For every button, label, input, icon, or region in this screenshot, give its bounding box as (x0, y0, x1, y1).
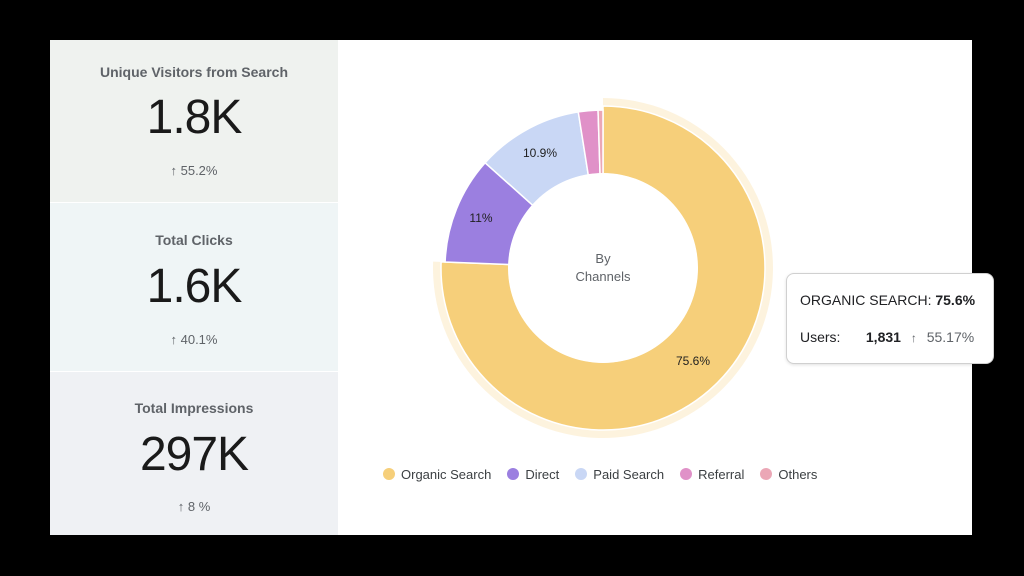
kpi-title: Total Impressions (134, 400, 254, 416)
tooltip-share: 75.6% (935, 292, 976, 308)
kpi-title: Total Clicks (155, 232, 233, 248)
dashboard-card: Unique Visitors from Search 1.8K ↑ 55.2%… (50, 40, 994, 535)
kpi-value: 1.8K (146, 91, 243, 144)
legend-label: Paid Search (593, 466, 665, 482)
legend-label: Organic Search (401, 466, 492, 482)
center-label-line2: Channels (576, 269, 631, 284)
channels-donut-chart: By Channels 75.6% 11% 10.9% ORGANIC SEAR… (338, 40, 994, 535)
legend-item-others[interactable]: Others (760, 467, 817, 482)
legend-label: Referral (698, 466, 745, 482)
tooltip-users-delta: 55.17% (926, 329, 975, 345)
legend-dot-icon (575, 468, 588, 480)
legend-item-direct[interactable]: Direct (507, 467, 559, 482)
label-direct: 11% (469, 211, 492, 225)
legend-label: Direct (525, 466, 560, 482)
donut-hole (508, 173, 698, 363)
kpi-value: 297K (139, 428, 249, 481)
legend-item-referral[interactable]: Referral (680, 467, 744, 482)
tooltip-users-value: 1,831 (865, 329, 901, 345)
tooltip-series: ORGANIC SEARCH: (800, 292, 932, 308)
kpi-title: Unique Visitors from Search (99, 64, 288, 80)
legend-dot-icon (507, 468, 520, 480)
kpi-value: 1.6K (146, 260, 243, 313)
legend-dot-icon (680, 468, 693, 480)
legend-item-paid-search[interactable]: Paid Search (575, 467, 664, 482)
tooltip-users-label: Users: (800, 329, 841, 345)
center-label-line1: By (595, 251, 611, 266)
tooltip-title: ORGANIC SEARCH: 75.6% (800, 292, 975, 308)
label-paid: 10.9% (523, 146, 557, 160)
kpi-delta: ↑ 8 % (177, 499, 211, 514)
label-organic: 75.6% (676, 354, 710, 368)
donut-svg: By Channels 75.6% 11% 10.9% (433, 98, 773, 439)
kpi-total-impressions: Total Impressions 297K ↑ 8 % (50, 372, 338, 535)
legend-dot-icon (760, 468, 773, 480)
chart-legend: Organic Search Direct Paid Search Referr… (383, 465, 833, 483)
legend-label: Others (778, 466, 818, 482)
arrow-up-icon: ↑ (910, 331, 917, 345)
tooltip-users-row: Users: 1,831 ↑ 55.17% (800, 329, 974, 345)
kpi-delta: ↑ 40.1% (170, 332, 218, 347)
kpi-delta: ↑ 55.2% (170, 163, 218, 178)
kpi-column: Unique Visitors from Search 1.8K ↑ 55.2%… (50, 40, 338, 535)
kpi-total-clicks: Total Clicks 1.6K ↑ 40.1% (50, 203, 338, 371)
kpi-unique-visitors: Unique Visitors from Search 1.8K ↑ 55.2% (50, 40, 338, 202)
chart-tooltip: ORGANIC SEARCH: 75.6% Users: 1,831 ↑ 55.… (786, 273, 994, 364)
legend-item-organic-search[interactable]: Organic Search (383, 467, 491, 482)
legend-dot-icon (383, 468, 395, 480)
